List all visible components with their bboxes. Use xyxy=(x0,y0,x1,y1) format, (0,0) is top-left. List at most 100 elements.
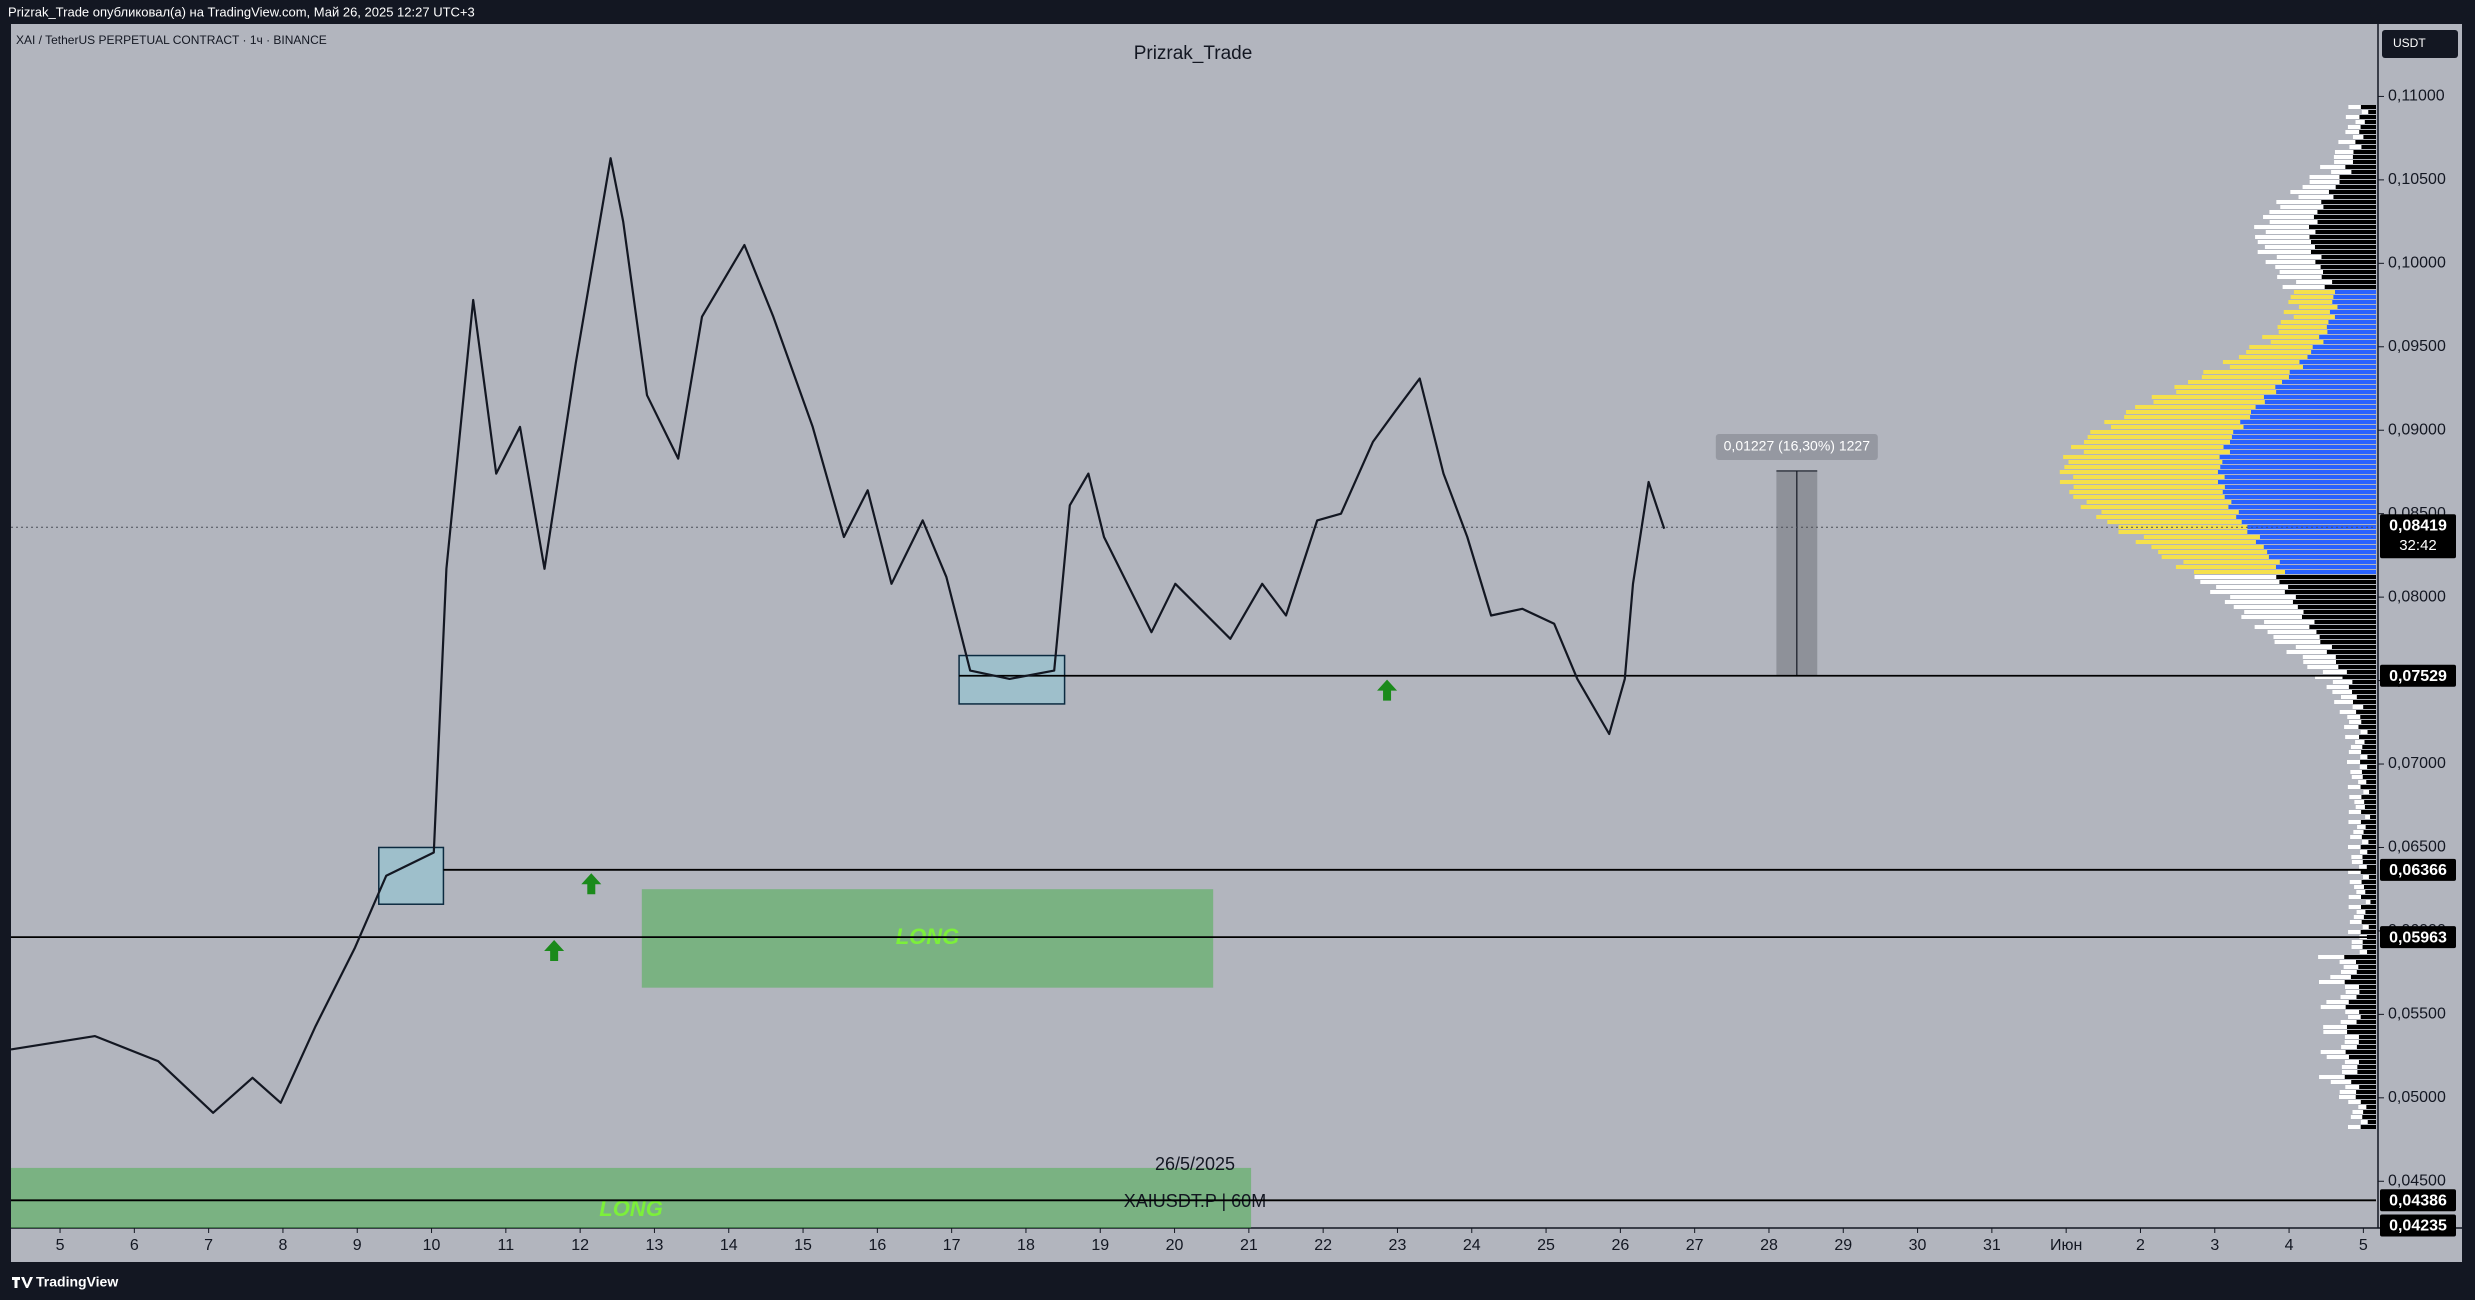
profile-bar xyxy=(2337,305,2376,309)
profile-bar xyxy=(2275,265,2321,269)
profile-bar xyxy=(2302,365,2376,369)
profile-bar xyxy=(2335,655,2376,659)
profile-bar xyxy=(2356,1045,2376,1049)
x-tick-label: 23 xyxy=(1389,1237,1407,1254)
profile-bar xyxy=(2328,320,2376,324)
profile-bar xyxy=(2063,455,2220,459)
profile-bar xyxy=(2073,495,2225,499)
profile-bar xyxy=(2307,355,2376,359)
profile-bar xyxy=(2360,785,2376,789)
profile-bar xyxy=(2356,970,2376,974)
x-tick-label: Июн xyxy=(2050,1237,2082,1254)
profile-bar xyxy=(2367,755,2376,759)
profile-bar xyxy=(2339,1090,2357,1094)
profile-bar xyxy=(2323,270,2376,274)
profile-bar xyxy=(2219,455,2376,459)
profile-bar xyxy=(2279,270,2324,274)
profile-bar xyxy=(2362,945,2376,949)
x-tick-label: 30 xyxy=(1909,1237,1927,1254)
profile-bar xyxy=(2368,110,2376,114)
x-tick-label: 18 xyxy=(1017,1237,1035,1254)
profile-bar xyxy=(2222,490,2376,494)
header-text: Prizrak_Trade опубликовал(а) на TradingV… xyxy=(8,4,475,19)
profile-bar xyxy=(2233,605,2298,609)
profile-bar xyxy=(2348,1125,2361,1129)
profile-bar xyxy=(2068,460,2223,464)
profile-bar xyxy=(2320,165,2346,169)
profile-bar xyxy=(2153,400,2265,404)
profile-bar xyxy=(2303,610,2376,614)
profile-bar xyxy=(2359,865,2367,869)
profile-bar xyxy=(2361,920,2376,924)
profile-bar xyxy=(2279,560,2376,564)
profile-bar xyxy=(2366,780,2376,784)
profile-bar xyxy=(2314,245,2376,249)
profile-bar xyxy=(2355,960,2376,964)
profile-bar xyxy=(2359,1085,2376,1089)
profile-bar xyxy=(2259,535,2376,539)
profile-bar xyxy=(2368,840,2376,844)
profile-bar xyxy=(2342,1070,2358,1074)
price-tag-label: 0,06366 xyxy=(2389,862,2447,879)
profile-bar xyxy=(2359,765,2368,769)
profile-bar xyxy=(2348,685,2376,689)
currency-label: USDT xyxy=(2393,36,2426,50)
profile-bar xyxy=(2265,230,2316,234)
signal-arrow xyxy=(581,873,602,895)
profile-bar xyxy=(2363,790,2370,794)
x-tick-label: 14 xyxy=(720,1237,738,1254)
profile-bar xyxy=(2360,905,2376,909)
profile-bar xyxy=(2280,320,2329,324)
profile-bar xyxy=(2344,1060,2359,1064)
profile-bar xyxy=(2348,105,2361,109)
profile-bar xyxy=(2367,765,2376,769)
profile-bar xyxy=(2348,930,2361,934)
profile-bar xyxy=(2351,170,2376,174)
profile-bar xyxy=(2277,275,2322,279)
profile-bar xyxy=(2350,745,2363,749)
profile-bar xyxy=(2354,885,2364,889)
profile-bar xyxy=(2231,435,2376,439)
profile-bar xyxy=(2347,125,2361,129)
profile-bar xyxy=(2349,145,2362,149)
profile-bar xyxy=(2301,615,2376,619)
profile-bar xyxy=(2151,545,2264,549)
price-tag xyxy=(2380,858,2456,881)
profile-bar xyxy=(2125,410,2251,414)
profile-bar xyxy=(2309,175,2340,179)
profile-bar xyxy=(2265,260,2316,264)
profile-bar xyxy=(2362,1115,2376,1119)
profile-bar xyxy=(2360,845,2376,849)
currency-badge[interactable] xyxy=(2382,30,2458,58)
profile-bar xyxy=(2299,360,2376,364)
profile-bar xyxy=(2363,885,2376,889)
profile-bar xyxy=(2298,305,2338,309)
profile-bar xyxy=(2284,590,2376,594)
profile-bar xyxy=(2323,1025,2347,1029)
profile-bar xyxy=(2363,830,2376,834)
profile-bar xyxy=(2274,640,2321,644)
price-tag-label: 0,07529 xyxy=(2389,668,2447,685)
profile-bar xyxy=(2317,220,2376,224)
profile-bar xyxy=(2328,190,2376,194)
profile-bar xyxy=(2314,620,2376,624)
profile-bar xyxy=(2326,685,2349,689)
profile-bar xyxy=(2210,590,2285,594)
profile-bar xyxy=(2350,975,2376,979)
profile-bar xyxy=(2352,1110,2364,1114)
profile-bar xyxy=(2348,905,2361,909)
profile-bar xyxy=(2276,390,2376,394)
footer-brand: TradingView xyxy=(36,1274,118,1290)
profile-bar xyxy=(2303,660,2336,664)
x-tick-label: 27 xyxy=(1686,1237,1704,1254)
profile-bar xyxy=(2361,750,2376,754)
profile-bar xyxy=(2183,560,2280,564)
profile-bar xyxy=(2352,705,2364,709)
profile-bar xyxy=(2293,315,2335,319)
profile-bar xyxy=(2217,470,2376,474)
profile-bar xyxy=(2309,235,2376,239)
long-zone xyxy=(11,1167,1252,1228)
profile-bar xyxy=(2360,755,2368,759)
profile-bar xyxy=(2241,615,2302,619)
profile-bar xyxy=(2326,1000,2349,1004)
